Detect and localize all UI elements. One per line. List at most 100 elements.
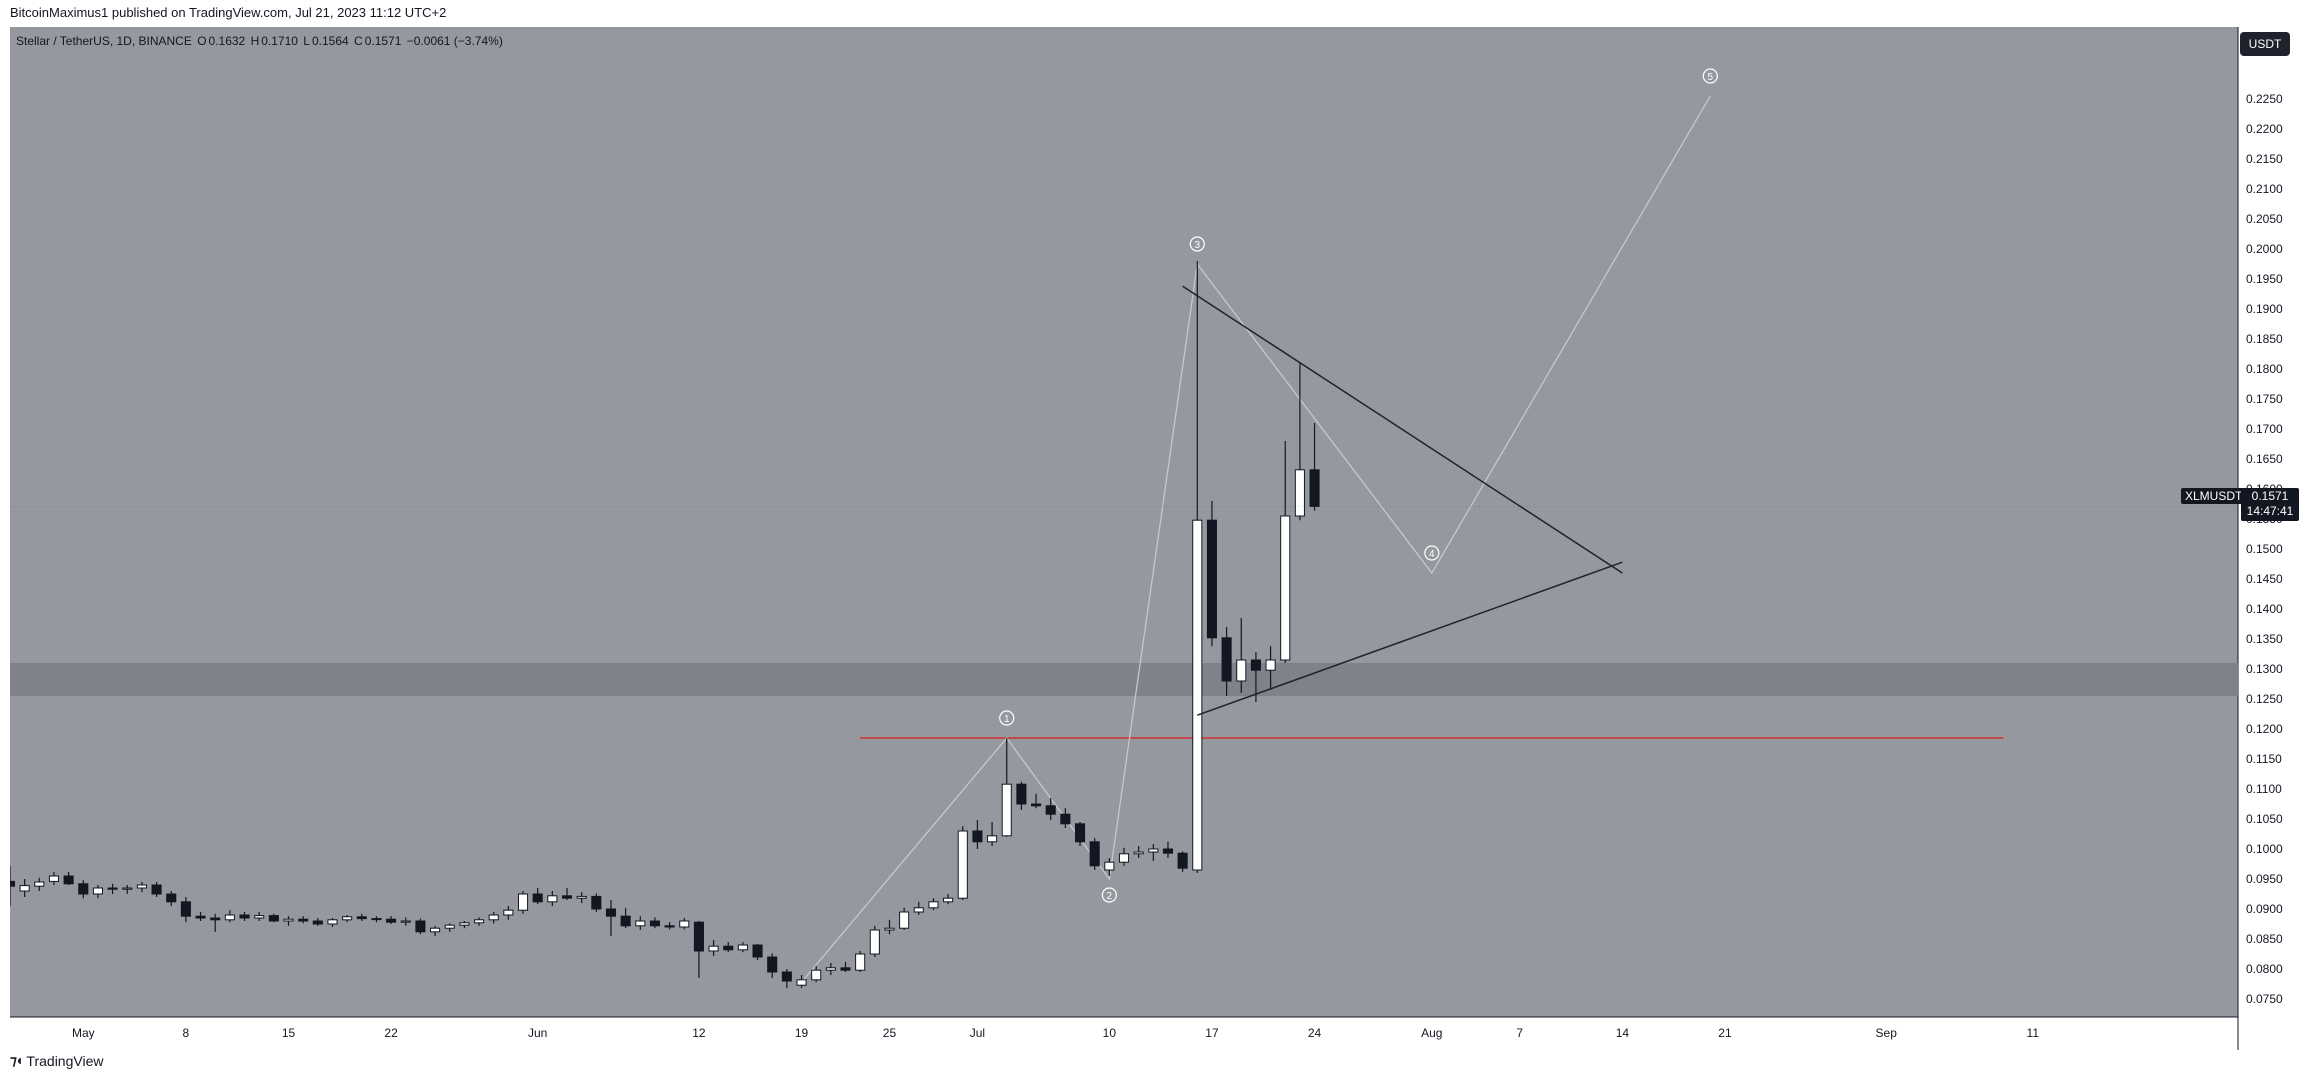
y-tick-label: 0.1050 bbox=[2246, 812, 2283, 826]
candle-body bbox=[1104, 861, 1115, 871]
candle-body bbox=[752, 944, 763, 958]
x-tick-label: 14 bbox=[1616, 1026, 1630, 1040]
x-tick-label: Aug bbox=[1421, 1026, 1442, 1040]
candle-body bbox=[10, 880, 16, 887]
candle-body bbox=[781, 971, 792, 982]
candle-body bbox=[1074, 823, 1086, 843]
candle-body bbox=[1118, 853, 1130, 863]
candle-body bbox=[444, 924, 455, 929]
candle-body bbox=[1089, 841, 1100, 867]
y-tick-label: 0.1350 bbox=[2246, 632, 2283, 646]
y-tick-label: 0.1900 bbox=[2246, 302, 2283, 316]
candle-body bbox=[679, 920, 690, 928]
candle-body bbox=[356, 916, 367, 920]
legend-change: −0.0061 (−3.74%) bbox=[406, 34, 503, 48]
x-tick-label: 7 bbox=[1516, 1026, 1523, 1040]
y-tick-label: 0.1100 bbox=[2246, 782, 2282, 796]
legend-close-label: C bbox=[354, 34, 363, 48]
wave-label-circle bbox=[1424, 545, 1440, 561]
legend-low: 0.1564 bbox=[311, 34, 349, 48]
candle-body bbox=[415, 920, 426, 933]
candle-body bbox=[1309, 469, 1320, 507]
support-zone bbox=[10, 663, 2238, 696]
candle-body bbox=[166, 893, 177, 903]
y-tick-label: 0.1500 bbox=[2246, 542, 2283, 556]
wave-label: 4 bbox=[1429, 549, 1435, 560]
y-tick-label: 0.1750 bbox=[2246, 392, 2283, 406]
x-tick-label: Sep bbox=[1876, 1026, 1898, 1040]
legend-pair: Stellar / TetherUS, 1D, BINANCE bbox=[16, 34, 192, 48]
price-axis bbox=[2238, 27, 2315, 1050]
y-tick-label: 0.2050 bbox=[2246, 212, 2283, 226]
x-tick-label: Jul bbox=[970, 1026, 985, 1040]
candle-body bbox=[561, 895, 573, 899]
candle-body bbox=[1265, 659, 1276, 671]
candle-body bbox=[796, 979, 807, 986]
candle-body bbox=[430, 927, 441, 933]
legend-open: 0.1632 bbox=[208, 34, 246, 48]
candle-body bbox=[987, 835, 998, 843]
candle-body bbox=[1236, 659, 1247, 682]
candle-body bbox=[1221, 637, 1232, 682]
candle-body bbox=[1280, 515, 1291, 661]
time-axis bbox=[10, 1017, 2238, 1050]
x-tick-label: 10 bbox=[1103, 1026, 1117, 1040]
tradingview-logo[interactable]: ⁊◖ TradingView bbox=[10, 1052, 103, 1069]
last-price-value: 0.1571 bbox=[2251, 489, 2289, 503]
candle-body bbox=[767, 956, 778, 973]
currency-button[interactable]: USDT bbox=[2240, 32, 2290, 56]
candle-body bbox=[459, 922, 470, 926]
wave-label-circle bbox=[999, 710, 1015, 726]
candle-body bbox=[664, 925, 675, 928]
wave-label: 3 bbox=[1195, 240, 1201, 251]
y-tick-label: 0.1850 bbox=[2246, 332, 2283, 346]
candle-body bbox=[855, 953, 866, 971]
candlestick-chart[interactable]: 123450.07500.08000.08500.09000.09500.100… bbox=[10, 27, 2315, 1050]
candle-body bbox=[1045, 805, 1056, 815]
candle-body bbox=[1060, 813, 1071, 825]
candle-body bbox=[576, 895, 587, 899]
candle-body bbox=[92, 887, 103, 895]
wave-label: 2 bbox=[1107, 891, 1113, 902]
legend-open-label: O bbox=[197, 34, 207, 48]
candle-body bbox=[34, 881, 45, 887]
candle-body bbox=[693, 921, 704, 952]
triangle-upper-line bbox=[1182, 285, 1623, 574]
tradingview-wordmark: TradingView bbox=[26, 1052, 104, 1069]
triangle-lower-line bbox=[1197, 561, 1623, 716]
x-tick-label: 21 bbox=[1718, 1026, 1732, 1040]
legend-high-label: H bbox=[250, 34, 260, 48]
x-tick-label: 17 bbox=[1205, 1026, 1219, 1040]
y-tick-label: 0.0850 bbox=[2246, 932, 2283, 946]
y-tick-label: 0.0750 bbox=[2246, 992, 2283, 1006]
candle-body bbox=[327, 919, 338, 925]
candle-body bbox=[1192, 519, 1203, 871]
candle-body bbox=[547, 895, 558, 903]
candle-body bbox=[884, 927, 895, 931]
candle-body bbox=[591, 895, 602, 910]
candle-body bbox=[136, 884, 147, 889]
wave-label-circle bbox=[1702, 68, 1718, 84]
candle-body bbox=[312, 920, 323, 925]
x-tick-label: 24 bbox=[1308, 1026, 1322, 1040]
candle-body bbox=[107, 887, 118, 890]
candle-body bbox=[708, 945, 719, 952]
y-tick-label: 0.1250 bbox=[2246, 692, 2283, 706]
y-tick-label: 0.2200 bbox=[2246, 122, 2283, 136]
y-tick-label: 0.0900 bbox=[2246, 902, 2283, 916]
x-tick-label: May bbox=[72, 1026, 95, 1040]
elliott-wave-path bbox=[801, 95, 1711, 983]
candle-body bbox=[224, 914, 235, 921]
candle-body bbox=[400, 920, 411, 923]
chart-area[interactable]: 1 2 3 4 5 0.0750 0.0800 0.0850 0.0900 0.0950 0.100… bbox=[10, 27, 2315, 1050]
candle-body bbox=[1001, 783, 1012, 837]
candle-body bbox=[474, 919, 485, 924]
ohlc-legend: Stellar / TetherUS, 1D, BINANCE O 0.1632 … bbox=[16, 34, 505, 48]
y-tick-label: 0.1400 bbox=[2246, 602, 2283, 616]
candle-body bbox=[180, 901, 191, 917]
x-tick-label: 22 bbox=[384, 1026, 398, 1040]
candle-body bbox=[928, 901, 939, 909]
candle-body bbox=[649, 920, 660, 927]
candle-body bbox=[972, 830, 983, 843]
candle-body bbox=[63, 875, 74, 885]
